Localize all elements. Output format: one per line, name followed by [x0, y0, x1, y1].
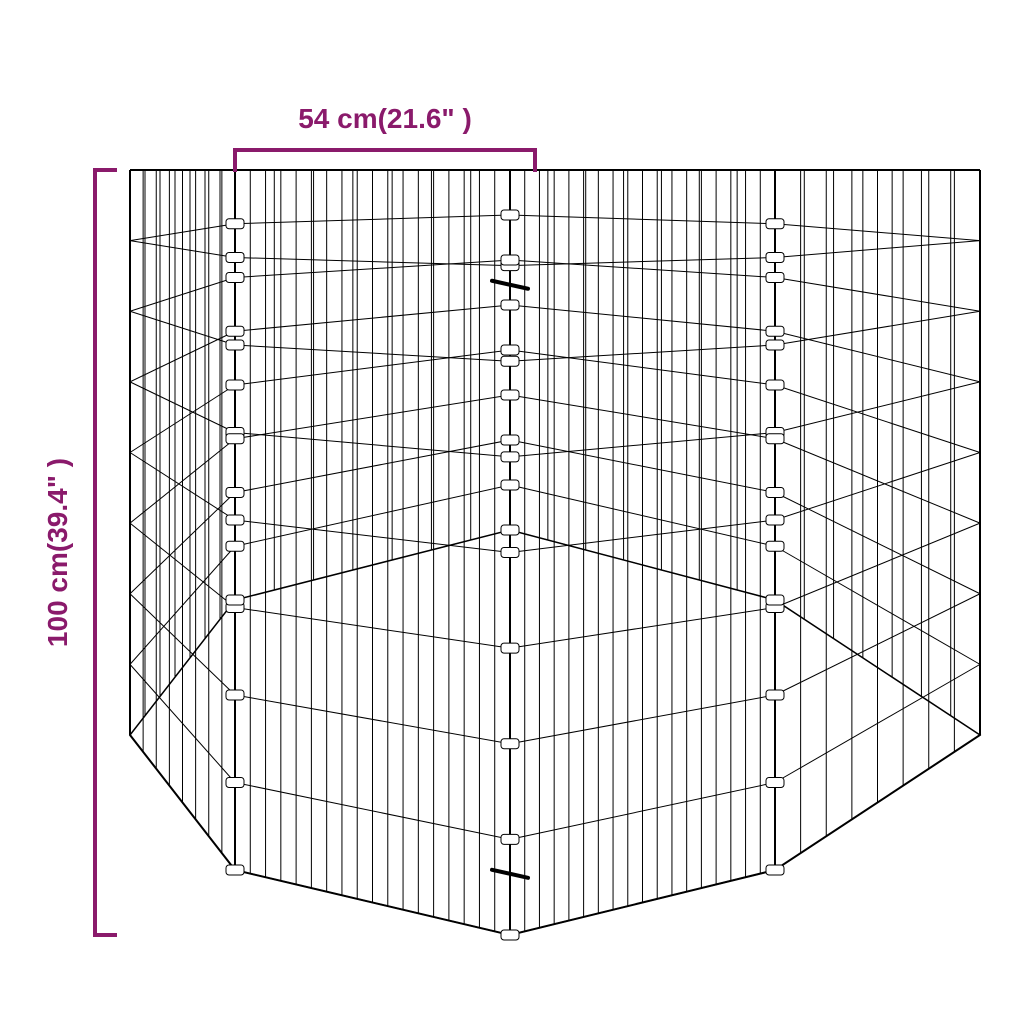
- dimension-annotations: 54 cm(21.6" ) 100 cm(39.4" ): [42, 103, 535, 935]
- dimension-width-label: 54 cm(21.6" ): [298, 103, 472, 134]
- product-dimension-diagram: 54 cm(21.6" ) 100 cm(39.4" ): [0, 0, 1024, 1024]
- dimension-height-label: 100 cm(39.4" ): [42, 458, 73, 647]
- wire-cage: [130, 170, 980, 940]
